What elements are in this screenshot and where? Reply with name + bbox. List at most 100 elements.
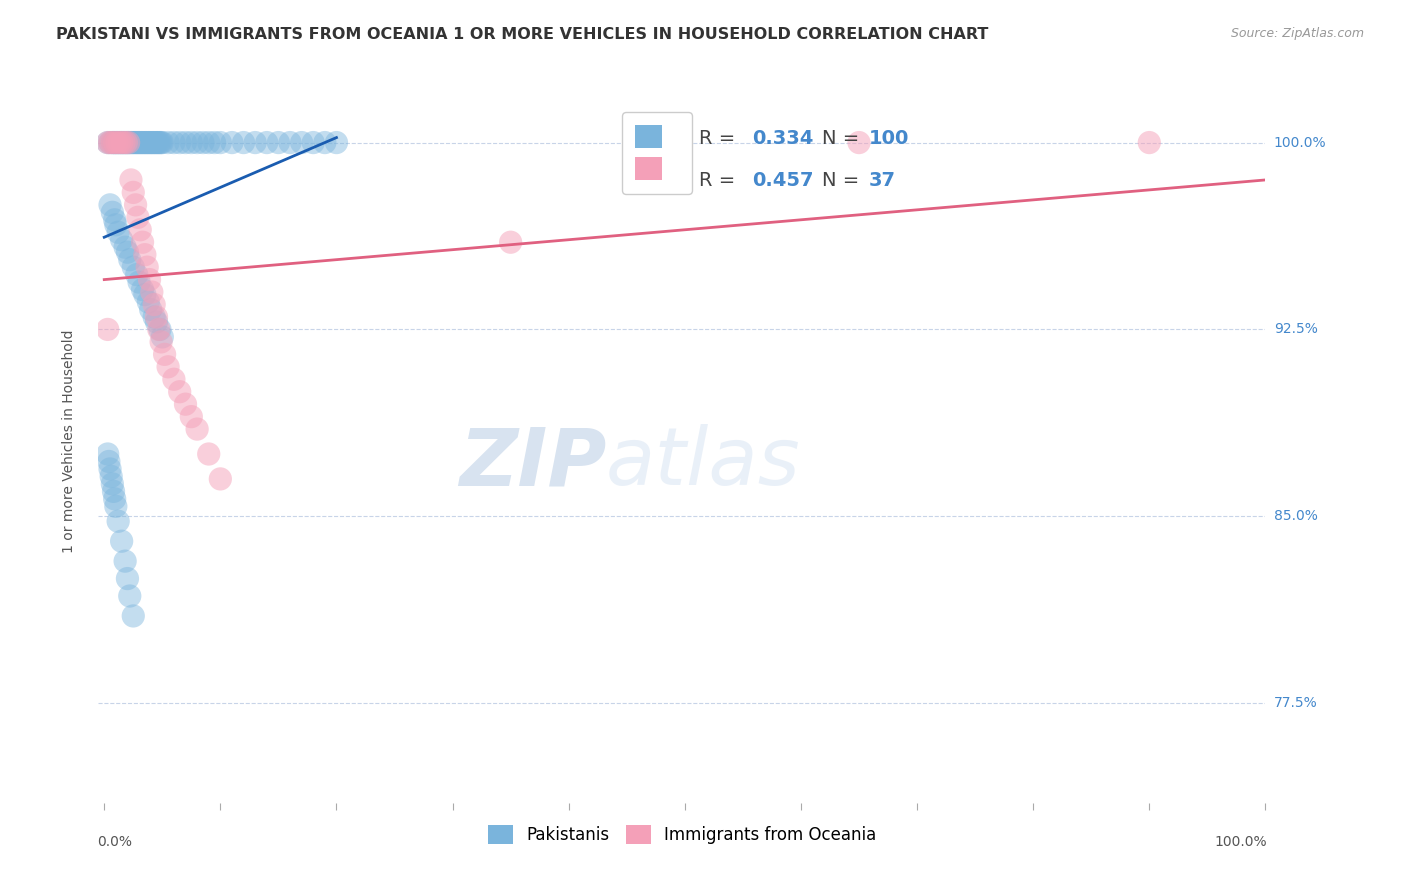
Point — [111, 136, 134, 150]
Point — [149, 322, 172, 336]
Point — [141, 285, 163, 299]
Point — [174, 397, 197, 411]
Point — [122, 136, 145, 150]
Point — [163, 372, 186, 386]
Point — [115, 136, 138, 150]
Point — [145, 310, 167, 324]
Point — [150, 334, 173, 349]
Point — [115, 136, 138, 150]
Point — [138, 272, 160, 286]
Point — [104, 218, 127, 232]
Legend: Pakistanis, Immigrants from Oceania: Pakistanis, Immigrants from Oceania — [479, 816, 884, 852]
Point — [209, 472, 232, 486]
Point — [111, 534, 134, 549]
Point — [101, 136, 124, 150]
Text: 100.0%: 100.0% — [1274, 136, 1326, 150]
Point — [143, 297, 166, 311]
Y-axis label: 1 or more Vehicles in Household: 1 or more Vehicles in Household — [62, 330, 76, 553]
Point — [108, 136, 131, 150]
Point — [128, 136, 150, 150]
Point — [180, 409, 202, 424]
Point — [117, 136, 139, 150]
Point — [98, 136, 121, 150]
Point — [221, 136, 243, 150]
Point — [139, 136, 162, 150]
Point — [191, 136, 214, 150]
Point — [108, 136, 131, 150]
Point — [105, 136, 128, 150]
Point — [97, 136, 120, 150]
Point — [149, 136, 172, 150]
Point — [118, 252, 141, 267]
Point — [232, 136, 254, 150]
Point — [134, 136, 156, 150]
Text: 0.457: 0.457 — [752, 170, 814, 190]
Point — [121, 136, 143, 150]
Point — [97, 454, 120, 468]
Point — [146, 136, 169, 150]
Text: Source: ZipAtlas.com: Source: ZipAtlas.com — [1230, 27, 1364, 40]
Point — [122, 186, 145, 200]
Point — [127, 136, 149, 150]
Point — [114, 554, 136, 568]
Point — [197, 136, 219, 150]
Point — [169, 136, 191, 150]
Point — [134, 287, 156, 301]
Point — [204, 136, 226, 150]
Point — [131, 235, 153, 250]
Point — [104, 212, 127, 227]
Point — [97, 447, 120, 461]
Text: 37: 37 — [869, 170, 896, 190]
Point — [120, 173, 142, 187]
Point — [122, 260, 145, 274]
Point — [97, 322, 120, 336]
Text: ZIP: ZIP — [458, 425, 606, 502]
Point — [101, 205, 124, 219]
Point — [129, 223, 152, 237]
Text: 92.5%: 92.5% — [1274, 322, 1317, 336]
Point — [148, 136, 170, 150]
Text: N =: N = — [823, 170, 866, 190]
Point — [174, 136, 197, 150]
Point — [157, 359, 180, 374]
Point — [131, 136, 153, 150]
Point — [118, 136, 141, 150]
Point — [148, 322, 170, 336]
Point — [114, 136, 136, 150]
Point — [118, 589, 141, 603]
Point — [117, 136, 139, 150]
Point — [134, 248, 156, 262]
Point — [104, 136, 127, 150]
Point — [136, 136, 159, 150]
Point — [127, 211, 149, 225]
Point — [129, 136, 152, 150]
Point — [128, 275, 150, 289]
Point — [135, 136, 157, 150]
Point — [139, 302, 162, 317]
Point — [848, 136, 870, 150]
Text: 85.0%: 85.0% — [1274, 509, 1317, 524]
Point — [104, 136, 127, 150]
Point — [124, 136, 146, 150]
Point — [101, 136, 124, 150]
Text: PAKISTANI VS IMMIGRANTS FROM OCEANIA 1 OR MORE VEHICLES IN HOUSEHOLD CORRELATION: PAKISTANI VS IMMIGRANTS FROM OCEANIA 1 O… — [56, 27, 988, 42]
Point — [186, 422, 208, 436]
Point — [124, 198, 146, 212]
Point — [98, 462, 121, 476]
Point — [145, 136, 167, 150]
Point — [325, 136, 347, 150]
Text: 100.0%: 100.0% — [1213, 835, 1267, 849]
Point — [111, 136, 134, 150]
Point — [132, 136, 155, 150]
Point — [136, 260, 159, 274]
Point — [145, 315, 167, 329]
Point — [138, 295, 160, 310]
Point — [124, 136, 146, 150]
Text: R =: R = — [699, 170, 742, 190]
Point — [117, 136, 139, 150]
Text: 100: 100 — [869, 129, 910, 148]
Point — [143, 310, 166, 324]
Point — [107, 514, 129, 528]
Point — [97, 136, 120, 150]
Point — [150, 330, 173, 344]
